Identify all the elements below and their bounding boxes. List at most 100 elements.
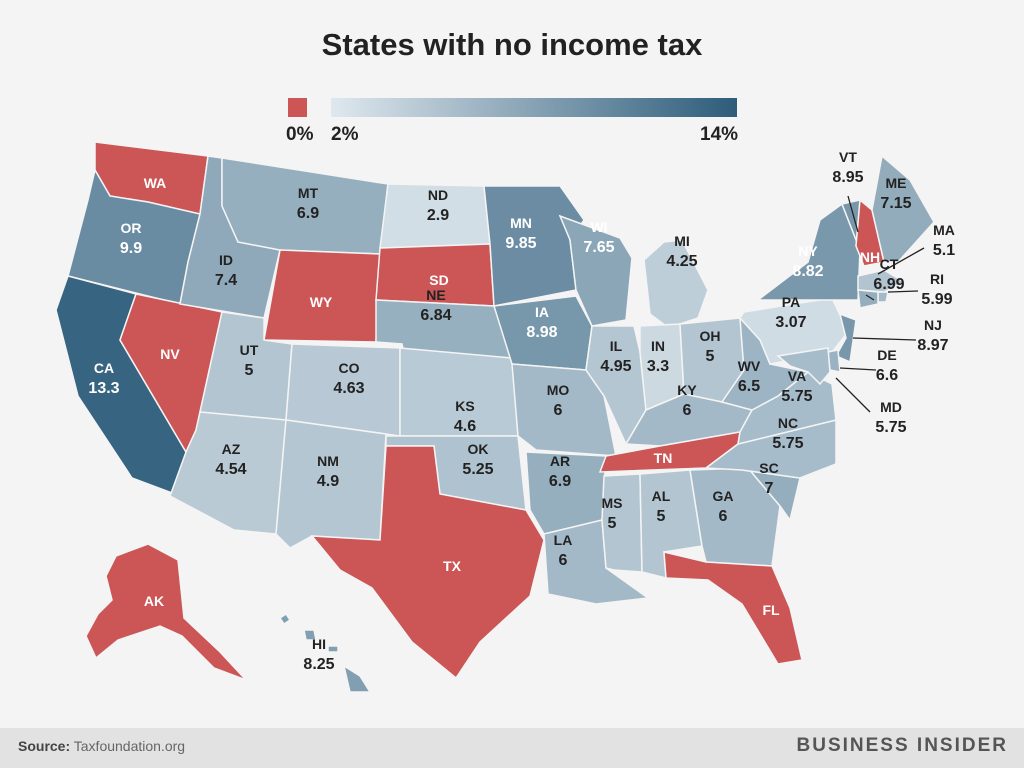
state-label-ms: MS	[602, 495, 623, 511]
state-label-ca: CA	[94, 360, 114, 376]
state-label-or: OR	[121, 220, 142, 236]
state-label-ok: OK	[468, 441, 489, 457]
state-value-nm: 4.9	[317, 473, 339, 490]
state-label-nd: ND	[428, 187, 448, 203]
state-label-in: IN	[651, 338, 665, 354]
state-nj	[834, 312, 857, 364]
state-value-or: 9.9	[120, 240, 142, 257]
state-value-in: 3.3	[647, 358, 669, 375]
state-label-il: IL	[610, 338, 623, 354]
state-label-mo: MO	[547, 382, 570, 398]
state-value-ia: 8.98	[526, 324, 557, 341]
state-ri	[877, 291, 889, 303]
legend-zero-label: 0%	[286, 124, 314, 145]
state-label-tn: TN	[654, 450, 673, 466]
state-label-ar: AR	[550, 453, 570, 469]
state-label-ks: KS	[455, 398, 474, 414]
state-value-mn: 9.85	[505, 235, 536, 252]
source-label: Source:	[18, 738, 71, 754]
state-value-mo: 6	[554, 402, 563, 419]
state-label-la: LA	[554, 532, 573, 548]
state-label-mn: MN	[510, 215, 532, 231]
state-value-wi: 7.65	[583, 239, 614, 256]
state-value-ma: 5.1	[933, 242, 955, 259]
state-value-ms: 5	[608, 515, 617, 532]
state-fl	[663, 551, 803, 665]
state-value-id: 7.4	[215, 272, 237, 289]
state-label-al: AL	[652, 488, 671, 504]
state-label-mt: MT	[298, 185, 319, 201]
state-label-pa: PA	[782, 294, 800, 310]
footer-bar	[0, 728, 1024, 768]
state-hi	[278, 612, 372, 693]
state-ct	[857, 289, 879, 309]
us-map: WA OR 9.9 CA 13.3 NV ID 7.4 MT 6.9 WY UT 5 AZ 4.54 CO 4.…	[55, 141, 955, 693]
state-label-ne: NE	[426, 287, 445, 303]
state-value-me: 7.15	[880, 195, 911, 212]
state-label-nc: NC	[778, 415, 798, 431]
state-ak	[85, 543, 247, 681]
state-label-md: MD	[880, 399, 902, 415]
state-value-co: 4.63	[333, 380, 364, 397]
state-label-mi: MI	[674, 233, 690, 249]
state-value-oh: 5	[706, 348, 715, 365]
state-label-oh: OH	[700, 328, 721, 344]
state-label-va: VA	[788, 368, 806, 384]
state-value-ne: 6.84	[420, 307, 451, 324]
state-label-az: AZ	[222, 441, 241, 457]
state-value-nd: 2.9	[427, 207, 449, 224]
state-nh	[855, 198, 885, 267]
state-ma	[857, 269, 906, 293]
state-label-nv: NV	[160, 346, 180, 362]
state-label-ut: UT	[240, 342, 259, 358]
state-label-co: CO	[339, 360, 360, 376]
state-value-pa: 3.07	[775, 314, 806, 331]
state-tx	[310, 445, 545, 680]
state-value-ct: 6.99	[873, 276, 904, 293]
state-me	[871, 154, 935, 263]
state-label-sd: SD	[429, 272, 448, 288]
state-label-vt: VT	[839, 149, 857, 165]
state-value-az: 4.54	[215, 461, 246, 478]
state-label-ct: CT	[880, 256, 899, 272]
state-value-ks: 4.6	[454, 418, 476, 435]
state-value-hi: 8.25	[303, 656, 334, 673]
state-value-ar: 6.9	[549, 473, 571, 490]
state-mi	[643, 239, 709, 327]
state-label-ia: IA	[535, 304, 549, 320]
state-label-hi: HI	[312, 636, 326, 652]
state-value-la: 6	[559, 552, 568, 569]
legend-min-label: 2%	[331, 124, 359, 145]
state-value-nj: 8.97	[917, 337, 948, 354]
state-label-tx: TX	[443, 558, 462, 574]
state-value-sc: 7	[765, 480, 774, 497]
state-label-ma: MA	[933, 222, 955, 238]
state-value-mt: 6.9	[297, 205, 319, 222]
state-label-wa: WA	[144, 175, 167, 191]
state-label-ny: NY	[798, 243, 818, 259]
state-label-ga: GA	[713, 488, 734, 504]
state-value-ga: 6	[719, 508, 728, 525]
state-label-fl: FL	[762, 602, 780, 618]
state-value-ok: 5.25	[462, 461, 493, 478]
state-md	[776, 347, 831, 386]
state-value-il: 4.95	[600, 358, 631, 375]
state-value-ri: 5.99	[921, 291, 952, 308]
source-note: Source: Taxfoundation.org	[18, 738, 185, 754]
state-label-sc: SC	[759, 460, 778, 476]
state-label-id: ID	[219, 252, 233, 268]
state-wi	[558, 214, 633, 327]
state-value-vt: 8.95	[832, 169, 863, 186]
state-value-wv: 6.5	[738, 378, 760, 395]
state-label-nj: NJ	[924, 317, 942, 333]
state-label-wi: WI	[590, 219, 607, 235]
state-value-mi: 4.25	[666, 253, 697, 270]
state-label-ky: KY	[677, 382, 697, 398]
state-value-de: 6.6	[876, 367, 898, 384]
legend-max-label: 14%	[700, 124, 739, 145]
state-label-nm: NM	[317, 453, 339, 469]
state-value-ny: 8.82	[792, 263, 823, 280]
state-value-md: 5.75	[875, 419, 906, 436]
brand-logo: BUSINESS INSIDER	[796, 735, 1008, 756]
legend-zero-swatch	[288, 98, 307, 117]
